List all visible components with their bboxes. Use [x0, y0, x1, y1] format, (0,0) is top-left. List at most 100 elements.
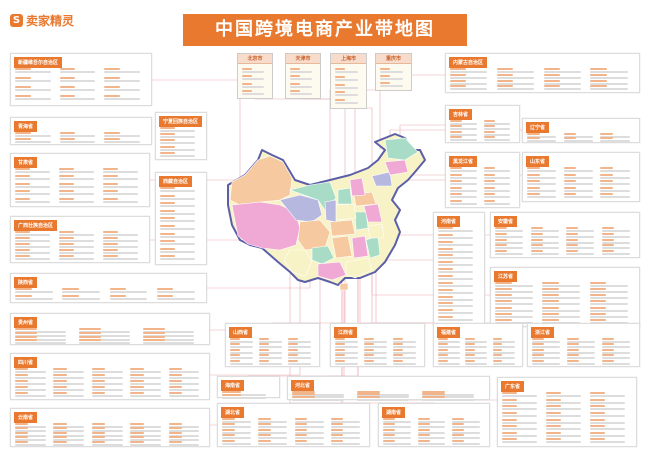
entry-text-line [103, 240, 139, 242]
entry-text-line [532, 346, 560, 349]
entry-label-line [91, 440, 106, 443]
entry-text-line [543, 82, 581, 85]
entry-text-line [383, 421, 411, 423]
entry-label-line [590, 418, 606, 421]
entry-label-line [600, 173, 614, 176]
entry-text-line [130, 443, 161, 446]
entry-label-line [290, 89, 300, 92]
entry-label-line [438, 275, 454, 277]
entry-text-line [530, 235, 559, 238]
entry-label-line [450, 68, 467, 70]
entry-label-line [130, 440, 144, 443]
entry-text-line [383, 442, 411, 445]
entry-label-line [502, 438, 518, 441]
entry-label-line [91, 374, 106, 376]
province-panel: 广西壮族自治区 [10, 216, 150, 263]
entry-text-line [438, 230, 474, 232]
entry-label-line [364, 343, 375, 346]
entry-text-line [15, 434, 46, 437]
entry-label-line [495, 306, 512, 309]
entry-text-line [230, 357, 254, 360]
entry-text-line [563, 183, 593, 186]
entry-text-line [59, 193, 95, 196]
entry-text-line [91, 395, 123, 397]
entry-text-line [543, 88, 581, 91]
entry-text-line [438, 264, 474, 267]
entry-text-line [103, 193, 139, 196]
entry-label-line [542, 312, 559, 315]
entry-text-line [590, 408, 626, 411]
entry-label-line [563, 133, 577, 135]
entry-text-line [590, 76, 628, 79]
entry-label-line [450, 167, 462, 169]
entry-text-line [483, 123, 511, 125]
entry-label-line [53, 368, 67, 370]
entry-label-line [15, 197, 31, 200]
entry-label-line [495, 244, 508, 247]
entry-label-line [53, 440, 67, 443]
entry-label-line [15, 436, 29, 439]
entry-label-line [380, 68, 391, 70]
entry-label-line [530, 227, 543, 229]
entry-label-line [160, 194, 176, 197]
entry-text-line [567, 362, 595, 365]
entry-text-line [566, 235, 595, 238]
entry-label-line [450, 73, 467, 76]
entry-text-line [600, 196, 630, 199]
province-panel: 海南省 [217, 376, 280, 399]
entry-text-line [542, 309, 581, 312]
entry-text-line [15, 377, 46, 379]
entry-label-line [104, 132, 120, 134]
entry-label-line [160, 247, 176, 250]
entry-label-line [15, 431, 29, 434]
entry-label-line [438, 316, 454, 319]
entry-label-line [566, 227, 579, 229]
entry-label-line [330, 418, 344, 420]
entry-text-line [222, 426, 251, 429]
entry-label-line [294, 423, 308, 426]
entry-text-line [222, 394, 266, 396]
entry-text-line [589, 285, 628, 287]
map-qinghai [279, 194, 323, 223]
entry-label-line [364, 354, 375, 357]
entry-label-line [450, 130, 462, 133]
entry-text-line [602, 362, 630, 365]
entry-text-line [563, 170, 593, 172]
entry-text-line [589, 303, 628, 306]
entry-label-line [15, 288, 32, 290]
entry-label-line [109, 294, 127, 297]
entry-label-line [438, 288, 454, 291]
entry-text-line [79, 331, 131, 333]
entry-label-line [422, 393, 445, 396]
entry-text-line [259, 341, 283, 343]
entry-label-line [567, 343, 580, 346]
entry-text-line [452, 437, 481, 440]
entry-label-line [130, 368, 144, 370]
entry-text-line [502, 434, 538, 437]
entry-label-line [601, 232, 614, 235]
entry-label-line [160, 151, 176, 154]
entry-text-line [438, 346, 460, 349]
entry-text-line [502, 401, 538, 404]
entry-label-line [393, 343, 404, 346]
entry-text-line [496, 71, 535, 73]
map-jilin [384, 159, 409, 176]
entry-text-line [104, 71, 141, 73]
entry-label-line [59, 86, 76, 88]
province-title: 新疆维吾尔自治区 [14, 57, 63, 68]
entry-label-line [530, 244, 543, 247]
entry-label-line [492, 338, 503, 340]
entry-label-line [542, 282, 559, 284]
entry-text-line [53, 430, 85, 433]
entry-label-line [502, 411, 518, 414]
entry-text-line [91, 389, 123, 391]
entry-label-line [563, 137, 577, 139]
entry-text-line [383, 437, 411, 440]
entry-text-line [15, 389, 46, 391]
entry-label-line [546, 398, 562, 401]
entry-label-line [259, 348, 270, 351]
entry-text-line [53, 395, 85, 397]
entry-text-line [91, 383, 123, 385]
entry-label-line [53, 427, 67, 430]
entry-label-line [567, 359, 580, 362]
